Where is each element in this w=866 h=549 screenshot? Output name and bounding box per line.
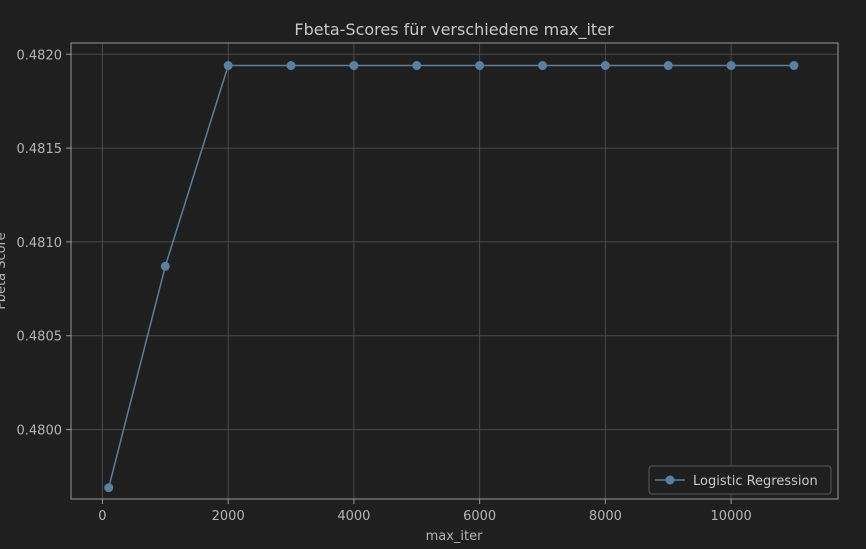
data-point <box>726 61 736 71</box>
series-line <box>107 64 794 488</box>
x-tick-label: 4000 <box>337 509 370 524</box>
y-tick-label: 0.4820 <box>17 48 63 63</box>
series-logistic-regression <box>104 61 799 493</box>
data-point <box>104 483 114 493</box>
x-tick-label: 10000 <box>710 509 751 524</box>
legend: Logistic Regression <box>648 465 832 495</box>
y-tick-label: 0.4800 <box>17 424 63 439</box>
data-point <box>223 61 233 71</box>
y-axis: 0.4800 0.4805 0.4810 0.4815 0.4820 <box>17 48 71 439</box>
data-point <box>538 61 548 71</box>
legend-marker-swatch <box>665 475 675 485</box>
x-axis-label: max_iter <box>426 529 484 544</box>
x-axis: 0 2000 4000 6000 8000 10000 <box>98 499 752 524</box>
x-tick-label: 2000 <box>212 509 245 524</box>
data-point <box>160 261 170 271</box>
data-point <box>789 61 799 71</box>
y-tick-label: 0.4805 <box>17 330 63 345</box>
legend-box <box>648 465 832 495</box>
x-tick-label: 6000 <box>463 509 496 524</box>
grid-lines <box>71 43 838 499</box>
data-point <box>475 61 485 71</box>
data-point <box>412 61 422 71</box>
x-tick-label: 8000 <box>589 509 622 524</box>
data-point <box>663 61 673 71</box>
y-tick-label: 0.4810 <box>17 236 63 251</box>
x-tick-label: 0 <box>98 509 106 524</box>
legend-entry-label: Logistic Regression <box>693 474 818 489</box>
data-point <box>349 61 359 71</box>
data-point <box>286 61 296 71</box>
chart-title: Fbeta-Scores für verschiedene max_iter <box>294 20 614 40</box>
plot-frame <box>70 42 839 500</box>
data-point <box>600 61 610 71</box>
y-tick-label: 0.4815 <box>17 142 63 157</box>
y-axis-label: Fbeta Score <box>0 232 9 309</box>
